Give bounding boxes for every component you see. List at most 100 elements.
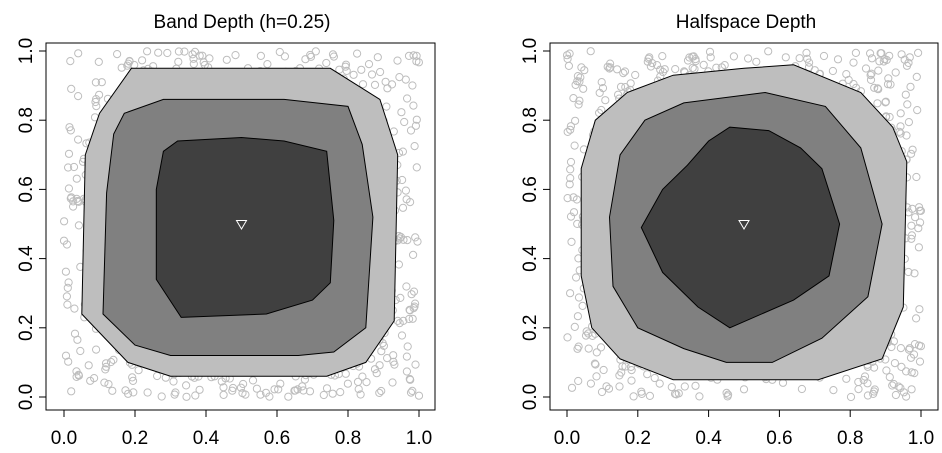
data-point bbox=[70, 304, 79, 313]
data-point bbox=[620, 67, 630, 76]
data-point bbox=[191, 391, 200, 400]
data-point bbox=[563, 333, 572, 342]
data-point bbox=[764, 47, 773, 56]
data-point bbox=[781, 53, 790, 62]
data-point bbox=[885, 51, 894, 60]
data-point bbox=[138, 56, 147, 65]
data-point bbox=[393, 56, 402, 65]
data-point bbox=[805, 58, 814, 67]
data-point bbox=[584, 344, 593, 353]
data-point bbox=[911, 213, 920, 222]
y-axis: 0.0 0.2 0.4 0.6 0.8 1.0 bbox=[520, 38, 551, 410]
data-point bbox=[411, 121, 420, 130]
data-point bbox=[859, 375, 868, 385]
data-point bbox=[643, 57, 652, 66]
data-point bbox=[343, 379, 352, 388]
data-point bbox=[906, 353, 916, 362]
data-point bbox=[341, 60, 351, 69]
data-point bbox=[298, 382, 307, 391]
data-point bbox=[596, 343, 606, 352]
data-point bbox=[674, 389, 683, 398]
y-tick-label: 0.4 bbox=[520, 245, 541, 272]
data-point bbox=[627, 366, 636, 375]
data-point bbox=[563, 194, 572, 203]
data-point bbox=[914, 224, 923, 233]
data-point bbox=[174, 47, 183, 56]
y-tick-label: 1.0 bbox=[16, 38, 37, 64]
data-point bbox=[670, 389, 680, 398]
data-point bbox=[62, 240, 72, 249]
data-point bbox=[896, 122, 905, 131]
data-point bbox=[910, 269, 919, 278]
data-point bbox=[406, 198, 415, 207]
data-point bbox=[409, 304, 418, 313]
data-point bbox=[621, 362, 630, 371]
data-point bbox=[896, 383, 905, 393]
data-point bbox=[270, 385, 279, 394]
data-point bbox=[63, 283, 72, 292]
y-tick-label: 0.8 bbox=[520, 107, 541, 133]
data-point bbox=[597, 387, 607, 397]
data-point bbox=[829, 386, 838, 395]
data-point bbox=[573, 72, 583, 81]
x-tick-label: 0.0 bbox=[51, 428, 77, 449]
data-point bbox=[658, 67, 668, 77]
data-point bbox=[605, 64, 614, 73]
data-point bbox=[395, 73, 404, 82]
data-point bbox=[66, 126, 75, 135]
data-point bbox=[411, 233, 420, 242]
data-point bbox=[66, 57, 75, 66]
data-point bbox=[377, 347, 386, 356]
data-point bbox=[903, 100, 912, 109]
data-point bbox=[238, 389, 247, 398]
data-point bbox=[92, 345, 101, 354]
data-point bbox=[402, 282, 411, 291]
data-point bbox=[906, 82, 915, 91]
data-point bbox=[570, 322, 579, 331]
data-point bbox=[910, 340, 920, 349]
data-point bbox=[104, 380, 113, 389]
x-tick-label: 0.8 bbox=[837, 428, 863, 449]
data-point bbox=[397, 331, 407, 340]
data-point bbox=[873, 84, 882, 93]
data-point bbox=[916, 218, 925, 227]
data-point bbox=[655, 379, 664, 388]
data-point bbox=[349, 70, 358, 79]
data-point bbox=[86, 376, 95, 385]
data-point bbox=[905, 53, 914, 62]
data-point bbox=[828, 66, 838, 76]
data-point bbox=[143, 388, 152, 397]
data-point bbox=[866, 71, 875, 80]
data-point bbox=[597, 78, 606, 87]
data-point bbox=[405, 314, 414, 324]
data-point bbox=[397, 108, 406, 117]
data-point bbox=[897, 362, 906, 371]
data-point bbox=[592, 348, 601, 357]
data-point bbox=[565, 180, 574, 189]
data-point bbox=[591, 360, 600, 369]
data-point bbox=[833, 55, 843, 64]
data-point bbox=[182, 392, 191, 401]
data-point bbox=[370, 365, 380, 374]
data-point bbox=[908, 145, 917, 154]
data-point bbox=[410, 142, 419, 151]
data-point bbox=[319, 390, 328, 400]
data-point bbox=[586, 47, 595, 56]
data-point bbox=[910, 369, 919, 378]
data-point bbox=[236, 383, 246, 392]
data-point bbox=[390, 360, 399, 369]
data-point bbox=[565, 49, 574, 58]
data-point bbox=[867, 54, 877, 63]
data-point bbox=[652, 61, 662, 70]
data-point bbox=[902, 392, 911, 401]
panel-halfspace-depth: Halfspace Depth 0.0 0.2 0.4 0.6 0.8 1.0 0.00.… bbox=[520, 12, 939, 449]
data-point bbox=[182, 381, 191, 390]
data-point bbox=[91, 78, 101, 87]
data-point bbox=[409, 250, 418, 259]
data-point bbox=[373, 53, 382, 62]
data-point bbox=[912, 72, 921, 82]
data-point bbox=[866, 49, 875, 58]
data-point bbox=[671, 65, 680, 74]
data-point bbox=[382, 102, 391, 111]
